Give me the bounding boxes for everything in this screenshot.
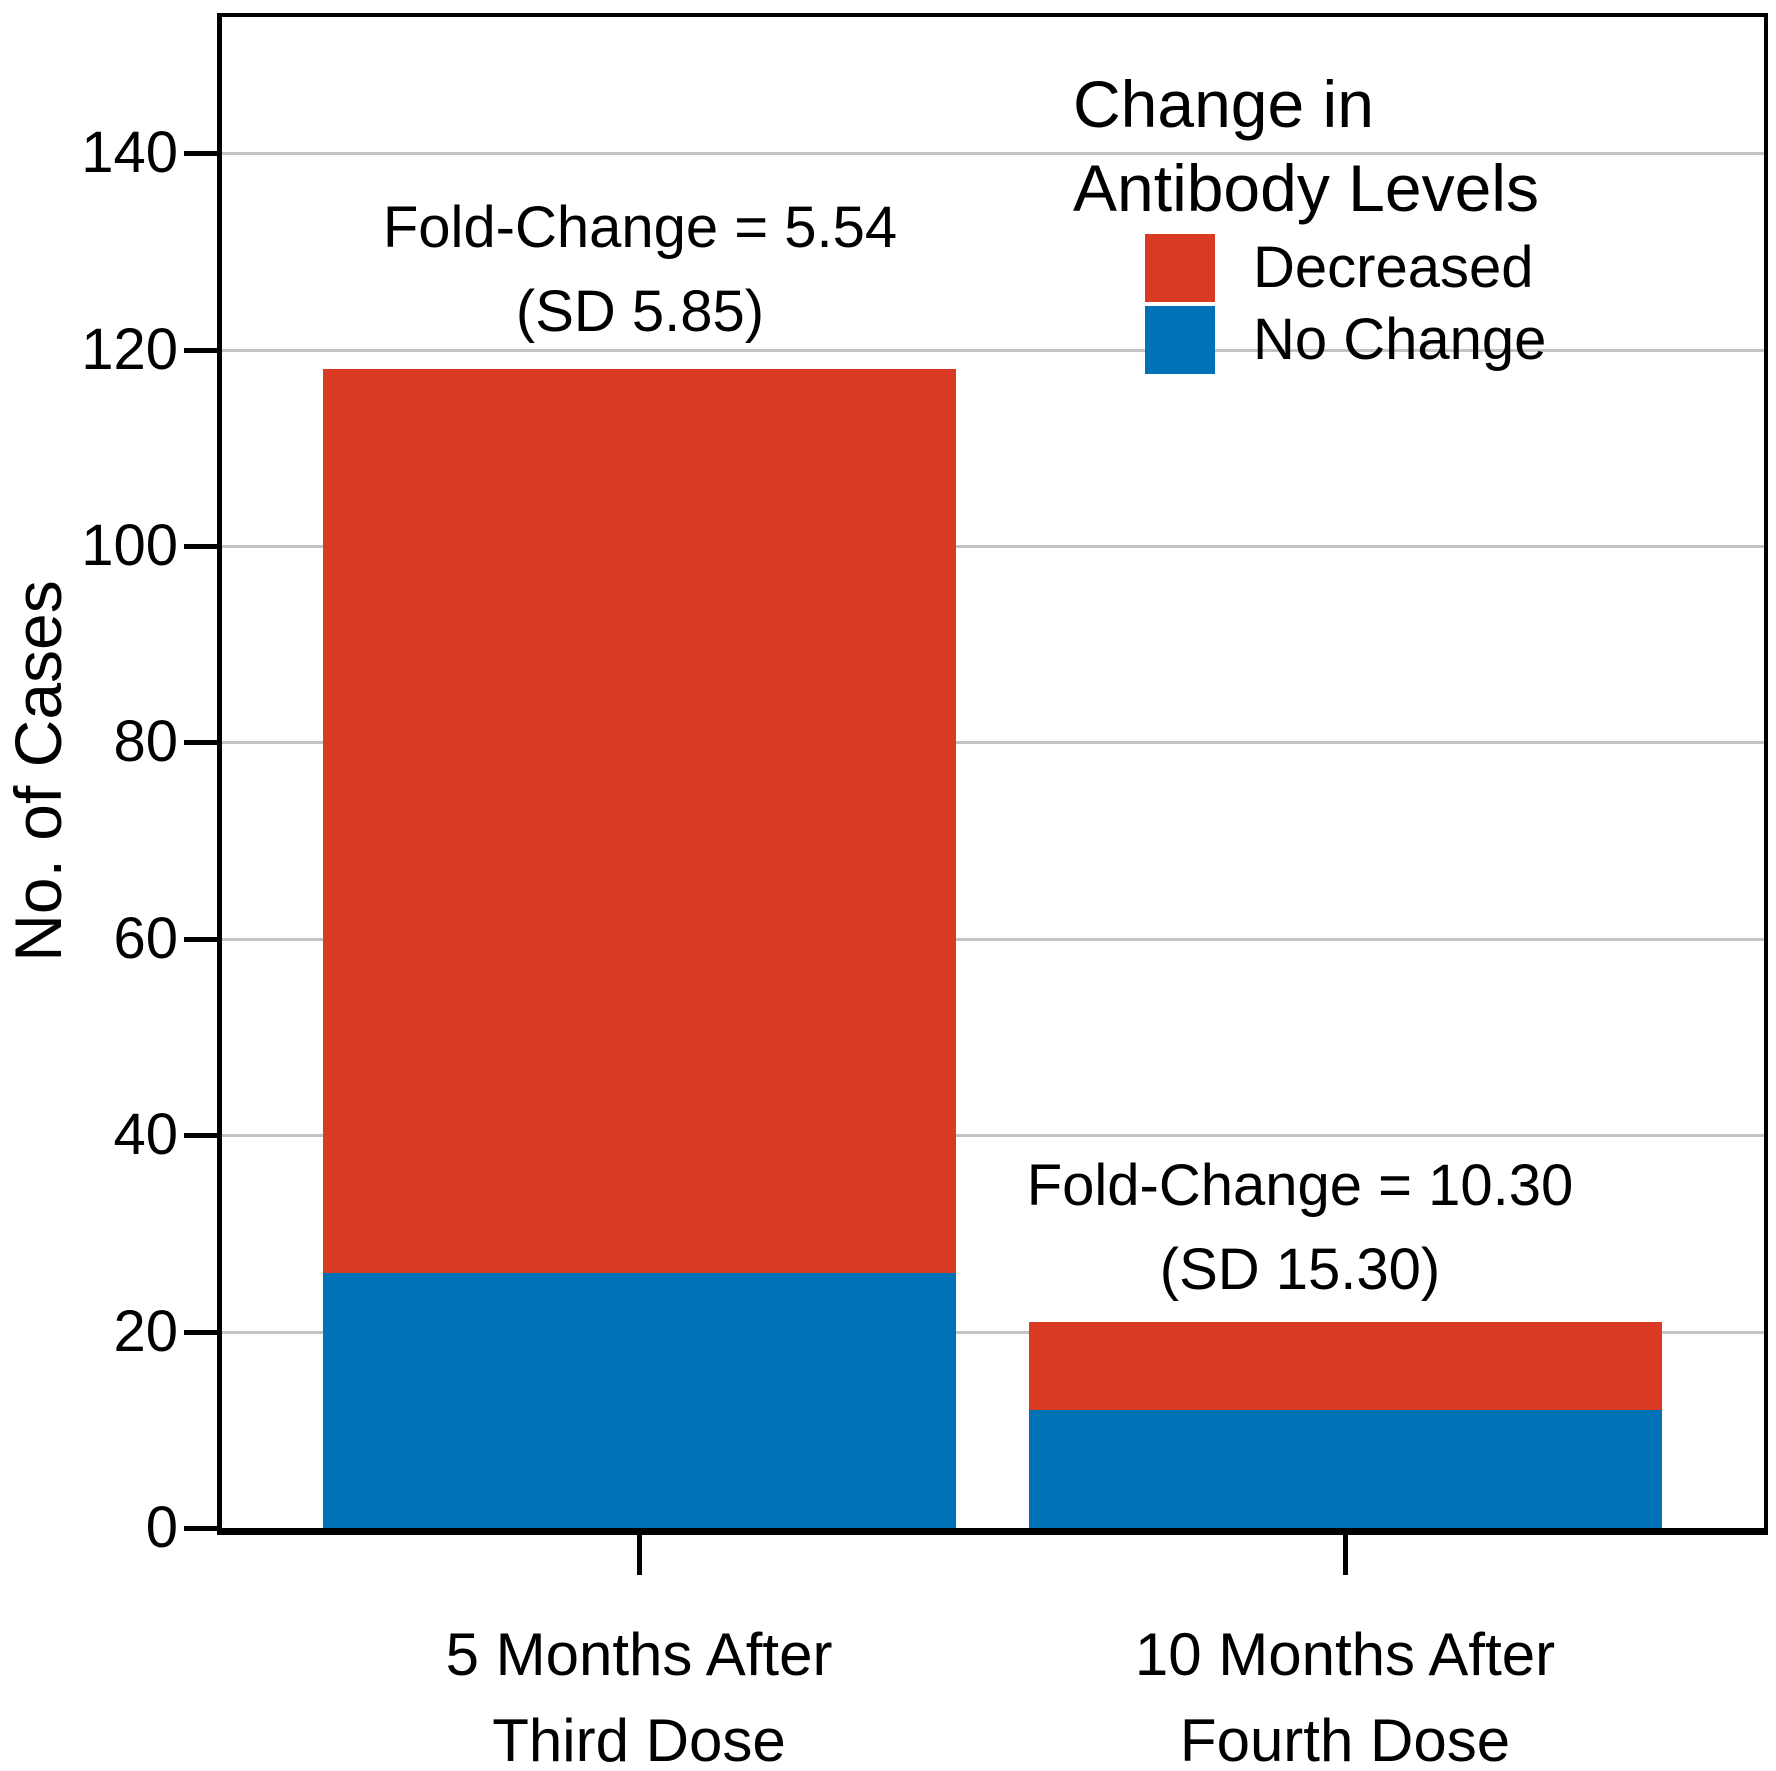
y-tick-label-120: 120 <box>81 316 178 382</box>
y-tick-100 <box>184 544 220 549</box>
x-label-category-1-line1: 5 Months After <box>445 1621 833 1688</box>
annotation-bar2-line1: Fold-Change = 10.30 <box>1026 1153 1574 1218</box>
gridline-y-20 <box>222 1330 1764 1334</box>
legend-label-decreased: Decreased <box>1253 235 1534 300</box>
y-tick-label-0: 0 <box>145 1495 178 1560</box>
x-label-category-2-line2: Fourth Dose <box>1179 1707 1511 1771</box>
x-label-category-1: 5 Months After Third Dose <box>259 1612 1019 1771</box>
y-tick-label-20: 20 <box>113 1298 178 1364</box>
gridline-y-120 <box>222 348 1764 352</box>
x-tick-1 <box>637 1535 642 1575</box>
legend: Change in Antibody Levels Decreased No C… <box>1073 62 1546 374</box>
y-tick-140 <box>184 151 220 157</box>
x-label-category-2-line1: 10 Months After <box>1134 1621 1556 1688</box>
y-tick-0 <box>184 1526 220 1531</box>
x-label-category-1-line2: Third Dose <box>492 1707 786 1771</box>
y-tick-120 <box>184 347 220 353</box>
bar-1-segment-decreased <box>322 369 956 1273</box>
bar-2-segment-decreased <box>1028 1321 1662 1411</box>
bar-1-segment-no-change <box>322 1272 956 1528</box>
plot-border-right <box>1764 13 1768 1535</box>
legend-key-no-change-swatch <box>1145 306 1215 374</box>
annotation-bar2: Fold-Change = 10.30 (SD 15.30) <box>900 1144 1700 1312</box>
gridline-y-80 <box>222 741 1764 745</box>
gridline-y-140 <box>222 152 1764 156</box>
legend-key-decreased-swatch <box>1145 234 1215 302</box>
y-tick-label-60: 60 <box>113 905 178 971</box>
x-axis-baseline <box>217 1528 1768 1535</box>
annotation-bar1: Fold-Change = 5.54 (SD 5.85) <box>290 186 990 354</box>
plot-border-top <box>217 13 1768 17</box>
y-tick-40 <box>184 1133 220 1139</box>
legend-item-no-change: No Change <box>1145 306 1546 374</box>
gridline-y-100 <box>222 545 1764 548</box>
y-tick-label-40: 40 <box>113 1102 178 1168</box>
y-tick-60 <box>184 936 220 942</box>
y-tick-label-80: 80 <box>113 709 178 775</box>
legend-title-line2: Antibody Levels <box>1073 151 1539 225</box>
gridline-y-40 <box>222 1134 1764 1138</box>
bar-2-segment-no-change <box>1028 1410 1662 1528</box>
y-tick-20 <box>184 1329 220 1335</box>
x-tick-2 <box>1343 1535 1348 1575</box>
legend-title: Change in Antibody Levels <box>1073 62 1546 230</box>
legend-title-line1: Change in <box>1073 67 1374 141</box>
y-axis-title: No. of Cases <box>1 580 75 962</box>
gridline-y-60 <box>222 937 1764 941</box>
x-label-category-2: 10 Months After Fourth Dose <box>965 1612 1725 1771</box>
y-axis-spine <box>217 13 222 1535</box>
annotation-bar1-line1: Fold-Change = 5.54 <box>382 195 898 260</box>
legend-label-no-change: No Change <box>1253 307 1547 372</box>
y-tick-80 <box>184 740 220 746</box>
y-tick-label-140: 140 <box>81 120 178 186</box>
annotation-bar2-line2: (SD 15.30) <box>1159 1237 1441 1302</box>
annotation-bar1-line2: (SD 5.85) <box>515 279 765 344</box>
y-tick-label-100: 100 <box>81 513 178 578</box>
legend-item-decreased: Decreased <box>1145 234 1546 302</box>
